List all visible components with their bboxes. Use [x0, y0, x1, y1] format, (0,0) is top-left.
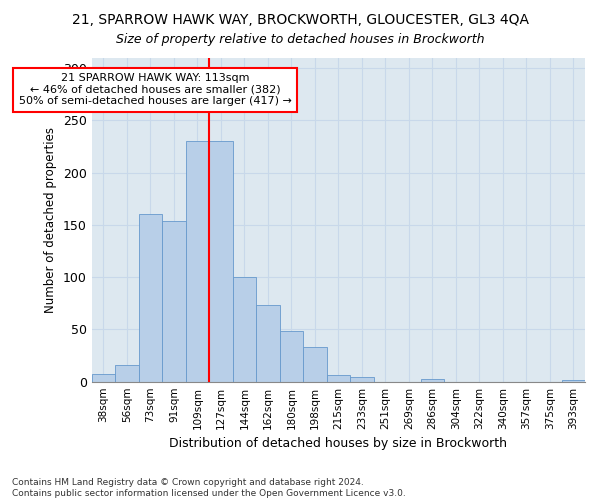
X-axis label: Distribution of detached houses by size in Brockworth: Distribution of detached houses by size … [169, 437, 508, 450]
Bar [562, 380, 585, 382]
Bar [115, 365, 139, 382]
Text: Size of property relative to detached houses in Brockworth: Size of property relative to detached ho… [116, 32, 484, 46]
Bar [303, 347, 326, 382]
Bar [139, 214, 162, 382]
Y-axis label: Number of detached properties: Number of detached properties [44, 126, 58, 312]
Bar [233, 277, 256, 382]
Bar [350, 378, 374, 382]
Bar [280, 332, 303, 382]
Text: Contains HM Land Registry data © Crown copyright and database right 2024.
Contai: Contains HM Land Registry data © Crown c… [12, 478, 406, 498]
Text: 21 SPARROW HAWK WAY: 113sqm
← 46% of detached houses are smaller (382)
50% of se: 21 SPARROW HAWK WAY: 113sqm ← 46% of det… [19, 73, 292, 106]
Bar [185, 141, 209, 382]
Bar [209, 141, 233, 382]
Bar [256, 306, 280, 382]
Text: 21, SPARROW HAWK WAY, BROCKWORTH, GLOUCESTER, GL3 4QA: 21, SPARROW HAWK WAY, BROCKWORTH, GLOUCE… [71, 12, 529, 26]
Bar [92, 374, 115, 382]
Bar [326, 376, 350, 382]
Bar [162, 220, 185, 382]
Bar [421, 378, 444, 382]
